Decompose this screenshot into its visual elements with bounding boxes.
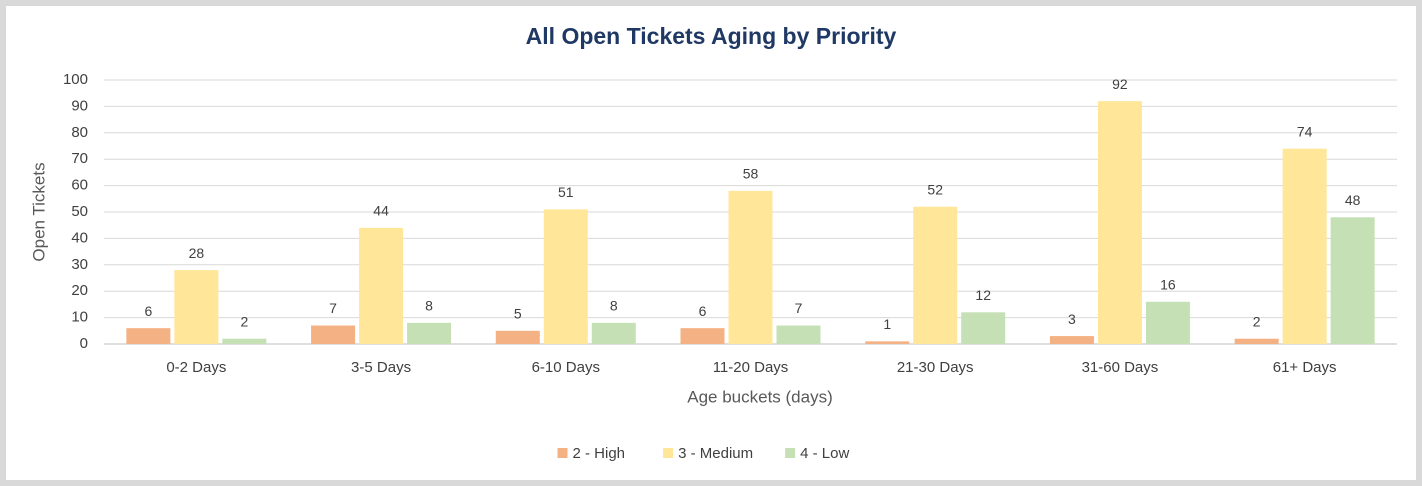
data-label: 6 [144, 303, 152, 319]
legend-swatch [663, 448, 674, 458]
chart-background [6, 6, 1416, 480]
data-label: 3 [1068, 311, 1076, 327]
x-tick-label: 21-30 Days [897, 359, 974, 376]
data-label: 74 [1297, 123, 1313, 139]
x-tick-label: 3-5 Days [351, 359, 411, 376]
bar [913, 206, 958, 344]
data-label: 2 [1253, 313, 1261, 329]
bar [1145, 301, 1190, 344]
bar [311, 325, 356, 344]
legend-label: 3 - Medium [678, 445, 753, 462]
x-tick-label: 6-10 Days [532, 359, 600, 376]
x-tick-label: 61+ Days [1273, 359, 1337, 376]
bar [680, 328, 725, 344]
bar [126, 328, 171, 344]
legend-swatch [785, 448, 796, 458]
data-label: 8 [425, 298, 433, 314]
data-label: 48 [1345, 192, 1361, 208]
y-tick-label: 40 [71, 229, 88, 246]
data-label: 16 [1160, 276, 1176, 292]
x-tick-label: 31-60 Days [1082, 359, 1159, 376]
x-axis-label: Age buckets (days) [687, 387, 833, 406]
data-label: 7 [329, 300, 337, 316]
bar [543, 209, 588, 344]
bar [728, 190, 773, 344]
legend-label: 4 - Low [800, 445, 849, 462]
bar [776, 325, 821, 344]
data-label: 7 [795, 300, 803, 316]
data-label: 2 [240, 313, 248, 329]
y-tick-label: 10 [71, 309, 88, 326]
data-label: 52 [927, 181, 943, 197]
data-label: 51 [558, 184, 574, 200]
x-tick-label: 0-2 Days [166, 359, 226, 376]
data-label: 6 [699, 303, 707, 319]
y-tick-label: 30 [71, 256, 88, 273]
bar [1282, 148, 1327, 344]
bar [407, 322, 452, 344]
data-label: 44 [373, 203, 389, 219]
data-label: 8 [610, 298, 618, 314]
y-tick-label: 0 [80, 335, 88, 352]
y-tick-label: 50 [71, 203, 88, 220]
y-tick-label: 70 [71, 150, 88, 167]
bar [495, 330, 540, 344]
legend-swatch [557, 448, 568, 458]
bar [174, 270, 219, 344]
bar [591, 322, 636, 344]
y-tick-label: 100 [63, 71, 88, 88]
y-tick-label: 90 [71, 97, 88, 114]
y-tick-label: 20 [71, 282, 88, 299]
legend-label: 2 - High [573, 445, 626, 462]
bar [1097, 101, 1142, 345]
data-label: 28 [189, 245, 205, 261]
data-label: 12 [975, 287, 991, 303]
chart-title: All Open Tickets Aging by Priority [526, 23, 897, 49]
y-tick-label: 60 [71, 177, 88, 194]
data-label: 92 [1112, 76, 1128, 92]
bar [961, 312, 1006, 344]
bar [865, 341, 910, 344]
x-tick-label: 11-20 Days [713, 359, 789, 376]
bar [1049, 336, 1094, 344]
data-label: 1 [883, 316, 891, 332]
bar [1234, 338, 1279, 344]
bar [222, 338, 267, 344]
bar [1330, 217, 1375, 344]
y-tick-label: 80 [71, 124, 88, 141]
data-label: 5 [514, 306, 522, 322]
y-axis-label: Open Tickets [29, 162, 48, 261]
data-label: 58 [743, 166, 759, 182]
bar [359, 227, 404, 344]
